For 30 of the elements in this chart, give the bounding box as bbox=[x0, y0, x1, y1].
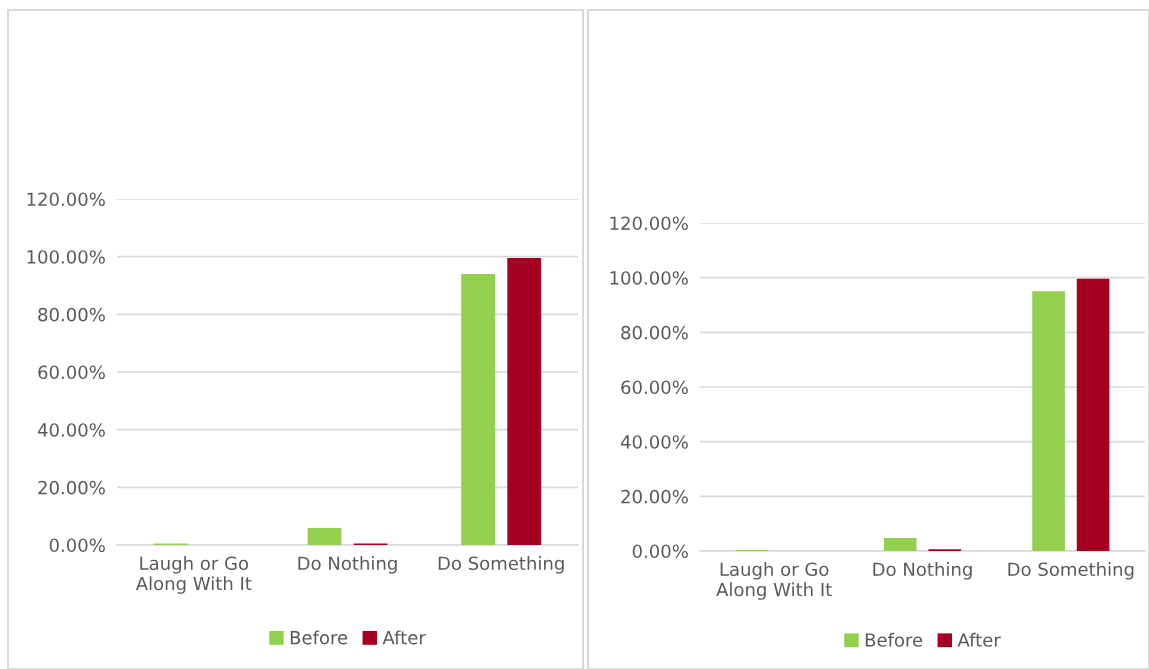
y-tick-label: 40.00% bbox=[37, 423, 105, 437]
legend-label: After bbox=[382, 630, 426, 645]
bar bbox=[507, 258, 542, 545]
legend-label: Before bbox=[865, 632, 923, 647]
y-tick-label: 80.00% bbox=[38, 307, 105, 322]
legend-label: After bbox=[957, 632, 1001, 647]
bar bbox=[307, 527, 342, 545]
y-tick-label: 120.00% bbox=[610, 216, 688, 231]
y-tick-label: 120.00% bbox=[27, 192, 105, 207]
y-tick-label: 40.00% bbox=[620, 435, 688, 449]
y-tick-label: 80.00% bbox=[621, 325, 688, 340]
y-tick-label: 60.00% bbox=[621, 380, 688, 395]
x-tick-label: Laugh or Go Along With It bbox=[716, 562, 832, 600]
bar bbox=[883, 537, 917, 551]
bar bbox=[1032, 291, 1065, 551]
y-tick-label: 60.00% bbox=[38, 365, 105, 380]
legend-label: Before bbox=[290, 630, 348, 645]
y-tick-label: 0.00% bbox=[632, 544, 688, 559]
y-tick-label: 20.00% bbox=[38, 480, 105, 495]
y-tick-label: 100.00% bbox=[27, 250, 105, 264]
x-tick-label: Do Something bbox=[438, 556, 564, 574]
x-tick-label: Do Nothing bbox=[873, 562, 972, 580]
x-tick-label: Do Something bbox=[1008, 562, 1134, 580]
x-tick-label: Do Nothing bbox=[298, 556, 397, 574]
x-tick-label: Laugh or Go Along With It bbox=[135, 556, 252, 594]
bar bbox=[1076, 278, 1110, 551]
y-tick-label: 20.00% bbox=[621, 489, 688, 504]
y-tick-label: 0.00% bbox=[49, 538, 105, 553]
y-tick-label: 100.00% bbox=[610, 271, 688, 285]
bar bbox=[461, 273, 496, 545]
